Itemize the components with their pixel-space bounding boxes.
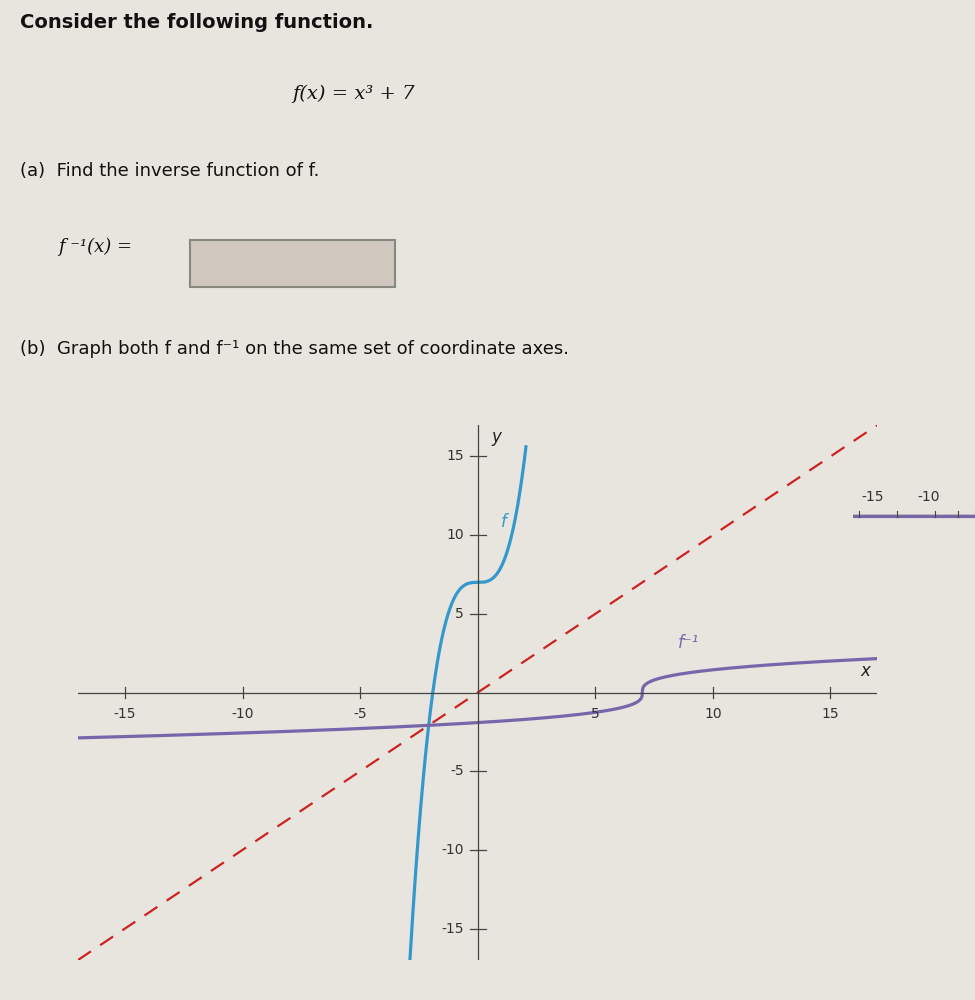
Text: 5: 5 — [455, 607, 464, 621]
Text: 10: 10 — [446, 528, 464, 542]
Text: y: y — [491, 428, 502, 446]
Text: -15: -15 — [114, 707, 136, 721]
Text: 10: 10 — [704, 707, 722, 721]
Text: 15: 15 — [446, 449, 464, 463]
Text: -5: -5 — [353, 707, 367, 721]
Text: f⁻¹: f⁻¹ — [678, 634, 699, 652]
Text: (a)  Find the inverse function of f.: (a) Find the inverse function of f. — [20, 161, 319, 180]
Text: f ⁻¹(x) =: f ⁻¹(x) = — [58, 238, 133, 256]
Text: 15: 15 — [822, 707, 839, 721]
Text: f(x) = x³ + 7: f(x) = x³ + 7 — [292, 85, 415, 103]
Text: Consider the following function.: Consider the following function. — [20, 13, 372, 32]
Text: -15: -15 — [441, 922, 464, 936]
FancyBboxPatch shape — [190, 240, 395, 287]
Text: -15: -15 — [861, 490, 884, 504]
Text: -10: -10 — [916, 490, 940, 504]
Text: 5: 5 — [591, 707, 600, 721]
Text: (b)  Graph both f and f⁻¹ on the same set of coordinate axes.: (b) Graph both f and f⁻¹ on the same set… — [20, 340, 568, 358]
Text: x: x — [861, 662, 871, 680]
Text: -10: -10 — [441, 843, 464, 857]
Text: -5: -5 — [450, 764, 464, 778]
Text: f: f — [501, 513, 507, 531]
Text: -10: -10 — [231, 707, 254, 721]
